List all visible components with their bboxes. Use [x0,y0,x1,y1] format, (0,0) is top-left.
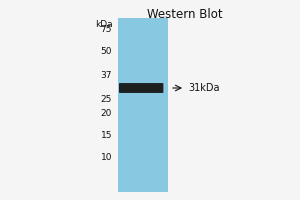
Bar [119,84,163,92]
Text: kDa: kDa [95,20,113,29]
FancyBboxPatch shape [119,83,163,93]
Text: 31kDa: 31kDa [188,83,220,93]
Text: Western Blot: Western Blot [147,8,223,21]
Bar [120,84,162,92]
Text: 25: 25 [100,96,112,104]
Text: 37: 37 [100,71,112,79]
Text: 75: 75 [100,25,112,34]
Bar [121,84,161,92]
Text: 10: 10 [100,154,112,162]
Text: 50: 50 [100,47,112,56]
Bar [118,18,168,192]
Text: 15: 15 [100,130,112,140]
Bar [118,83,164,93]
Bar [122,85,160,91]
Text: 20: 20 [100,108,112,117]
